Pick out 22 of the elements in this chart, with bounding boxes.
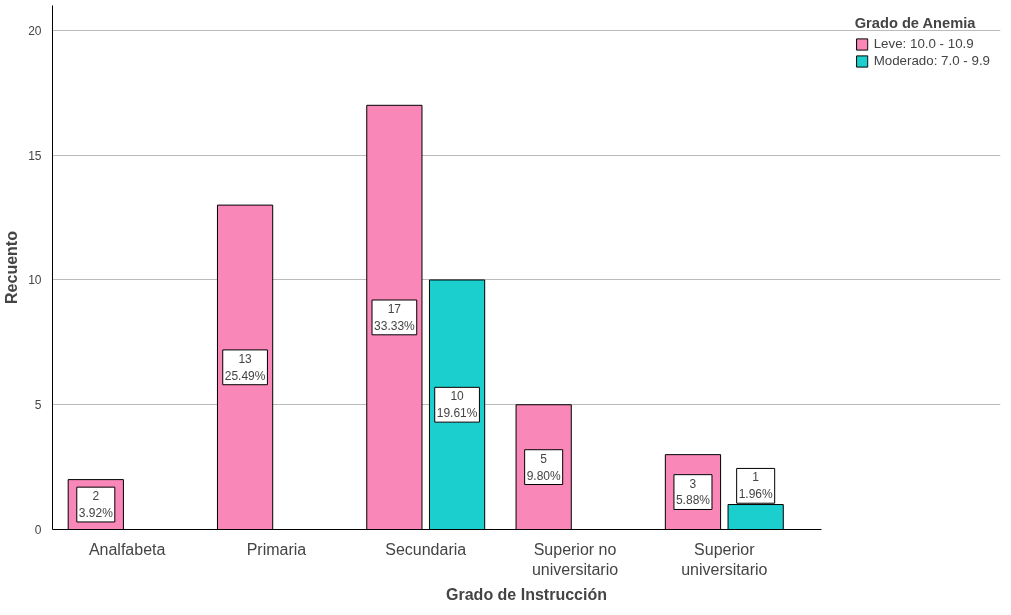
y-tick-label: 20 <box>28 23 42 38</box>
data-label: 17 33.33% <box>374 302 416 333</box>
y-tick-label: 15 <box>28 148 42 163</box>
y-tick-label: 0 <box>34 523 42 537</box>
x-tick-label: Secundaria <box>385 540 467 558</box>
data-label: 10 19.61% <box>436 389 478 421</box>
legend-label: Leve: 10.0 - 10.9 <box>873 36 974 51</box>
data-label: 2 3.92% <box>78 489 114 520</box>
legend-title: Grado de Anemia <box>854 15 977 31</box>
x-tick-label: Superior universitario <box>681 540 768 578</box>
x-axis-title: Grado de Instrucción <box>446 585 607 603</box>
y-tick-label: 10 <box>28 273 42 288</box>
data-label: 13 25.49% <box>224 351 266 383</box>
data-label: 3 5.88% <box>675 476 711 508</box>
y-axis-title: Recuento <box>3 230 21 304</box>
x-tick-label: Primaria <box>246 540 307 558</box>
data-label: 1 1.96% <box>738 470 774 502</box>
x-tick-label: Superior no universitario <box>531 540 619 578</box>
data-label: 5 9.80% <box>526 451 562 483</box>
legend-label: Moderado: 7.0 - 9.9 <box>873 53 990 68</box>
x-tick-label: Analfabeta <box>88 540 166 558</box>
y-tick-label: 5 <box>34 398 42 413</box>
